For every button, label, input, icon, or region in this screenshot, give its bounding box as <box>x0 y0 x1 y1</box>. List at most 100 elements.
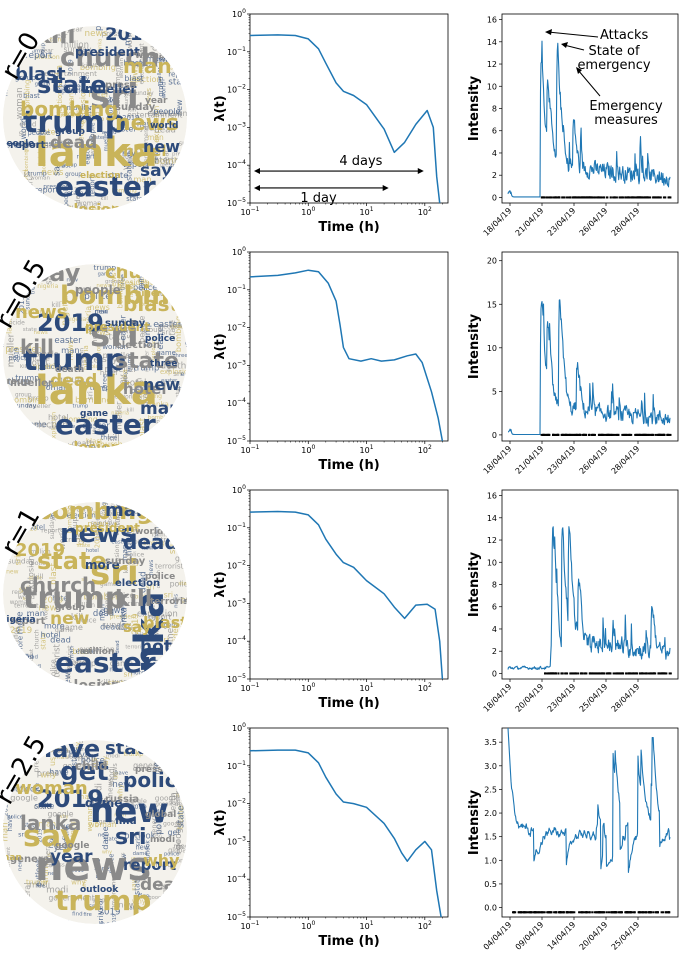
wordcloud-word: news <box>115 111 179 136</box>
wordcloud-word: hotel <box>52 594 69 602</box>
x-tick-label: 101 <box>360 682 374 693</box>
event-marker <box>583 911 586 914</box>
wordcloud-word: game <box>110 658 133 668</box>
wordcloud-word: kill <box>135 632 144 638</box>
wordcloud-word: woman <box>89 133 96 155</box>
wordcloud-word: trump <box>23 343 126 378</box>
event-marker <box>643 911 646 914</box>
wordcloud-word: sunday <box>124 87 130 105</box>
wordcloud-word: lanka <box>50 746 69 754</box>
x-tick-label: 100 <box>301 682 315 693</box>
plot-frame <box>501 489 679 680</box>
wordcloud-word: world <box>135 527 163 537</box>
wordcloud-word: bombing <box>137 505 164 512</box>
wordcloud-word: government <box>48 893 94 902</box>
event-marker <box>565 433 568 436</box>
intensity-series <box>507 40 671 198</box>
wordcloud-word: dead <box>154 201 171 209</box>
event-marker <box>540 911 543 914</box>
wordcloud-word: president <box>110 615 138 621</box>
wordcloud-word: state <box>105 738 157 759</box>
event-marker <box>555 911 558 914</box>
wordcloud-word: sri <box>168 284 176 292</box>
event-marker <box>628 433 631 436</box>
wordcloud-word: kill <box>51 301 60 309</box>
wordcloud-word: election <box>115 340 160 351</box>
wordcloud-word: hotel <box>100 369 118 377</box>
event-marker <box>561 196 564 199</box>
wordcloud-word: blast <box>15 64 66 85</box>
wordcloud-word: sri <box>90 77 139 117</box>
event-marker <box>653 672 656 675</box>
wordcloud-word: president <box>6 141 42 150</box>
wordcloud-word: police <box>31 559 50 567</box>
wordcloud-word: trump <box>70 504 93 513</box>
wordcloud-word: police <box>125 551 144 559</box>
wordcloud-word: explosion <box>181 152 215 161</box>
event-marker <box>598 433 601 436</box>
wordcloud-word: modi <box>46 886 68 896</box>
wordcloud-word: new <box>121 854 128 867</box>
event-marker <box>555 196 557 199</box>
wordcloud-word: woman <box>67 658 73 679</box>
event-marker <box>604 433 607 436</box>
wordcloud-word: dead <box>138 571 148 593</box>
event-marker <box>629 672 632 675</box>
wordcloud-word: easter <box>84 144 92 165</box>
event-marker <box>550 672 553 675</box>
y-tick-label: 12 <box>487 60 497 69</box>
wordcloud-word: news <box>85 29 108 39</box>
event-marker <box>542 433 545 436</box>
wordcloud-word: say <box>94 817 100 827</box>
event-marker <box>605 433 608 436</box>
wordcloud-word: press <box>120 852 126 866</box>
wordcloud-word: report <box>148 612 171 621</box>
wordcloud-word: trump <box>55 884 151 917</box>
event-marker <box>512 911 515 914</box>
wordcloud-word: sri <box>13 556 23 566</box>
y-tick-label: 100 <box>232 246 246 257</box>
wordcloud-word: man <box>123 54 172 78</box>
wordcloud-word: news <box>105 777 114 796</box>
wordcloud-word: state <box>37 547 107 575</box>
wordcloud-word: new <box>154 152 160 164</box>
y-tick-label: 100 <box>232 8 246 19</box>
wordcloud-word: woman <box>15 778 88 799</box>
wordcloud-word: google <box>156 801 173 807</box>
wordcloud-word: hotel <box>124 379 146 389</box>
event-marker <box>548 911 551 914</box>
wordcloud-word: man <box>67 93 75 108</box>
wordcloud-word: mueller <box>85 82 137 96</box>
date-tick-label: 09/04/19 <box>514 920 546 952</box>
wordcloud-word: terrorist <box>14 603 39 610</box>
wordcloud-word: lanka <box>130 919 147 927</box>
wordcloud-word: death <box>140 875 195 895</box>
event-marker <box>610 911 613 914</box>
wordcloud-word: game <box>24 420 47 429</box>
wordcloud-word: lanka <box>174 786 182 805</box>
wordcloud-word: press <box>129 148 135 164</box>
wordcloud-word: police <box>7 814 24 820</box>
event-marker <box>625 911 628 914</box>
wordcloud-word: say <box>168 505 174 514</box>
event-marker <box>609 196 612 199</box>
wordcloud-word: report <box>12 589 31 596</box>
event-marker <box>643 672 646 675</box>
wordcloud-word: report <box>35 186 59 195</box>
intensity-plot-3: 0.0 0.5 1.0 1.5 2.0 2.5 3.0 3.5 Intensity 04/04/1… <box>467 727 679 952</box>
event-marker <box>628 196 631 199</box>
wordcloud-word: trump <box>124 599 147 608</box>
wordcloud-word: kill <box>157 426 167 438</box>
wordcloud-word: fire <box>152 762 161 775</box>
wordcloud-word: death <box>72 439 95 448</box>
wordcloud-word: president <box>117 278 153 287</box>
wordcloud-word: year <box>66 24 83 33</box>
event-marker <box>639 196 641 199</box>
wordcloud-word: russia <box>105 794 139 805</box>
wordcloud-word: state <box>104 837 117 843</box>
event-marker <box>581 911 583 914</box>
event-marker <box>582 911 585 914</box>
wordcloud-word: say <box>13 194 25 202</box>
wordcloud-word: sri <box>164 591 173 600</box>
wordcloud-word: game <box>103 592 112 613</box>
